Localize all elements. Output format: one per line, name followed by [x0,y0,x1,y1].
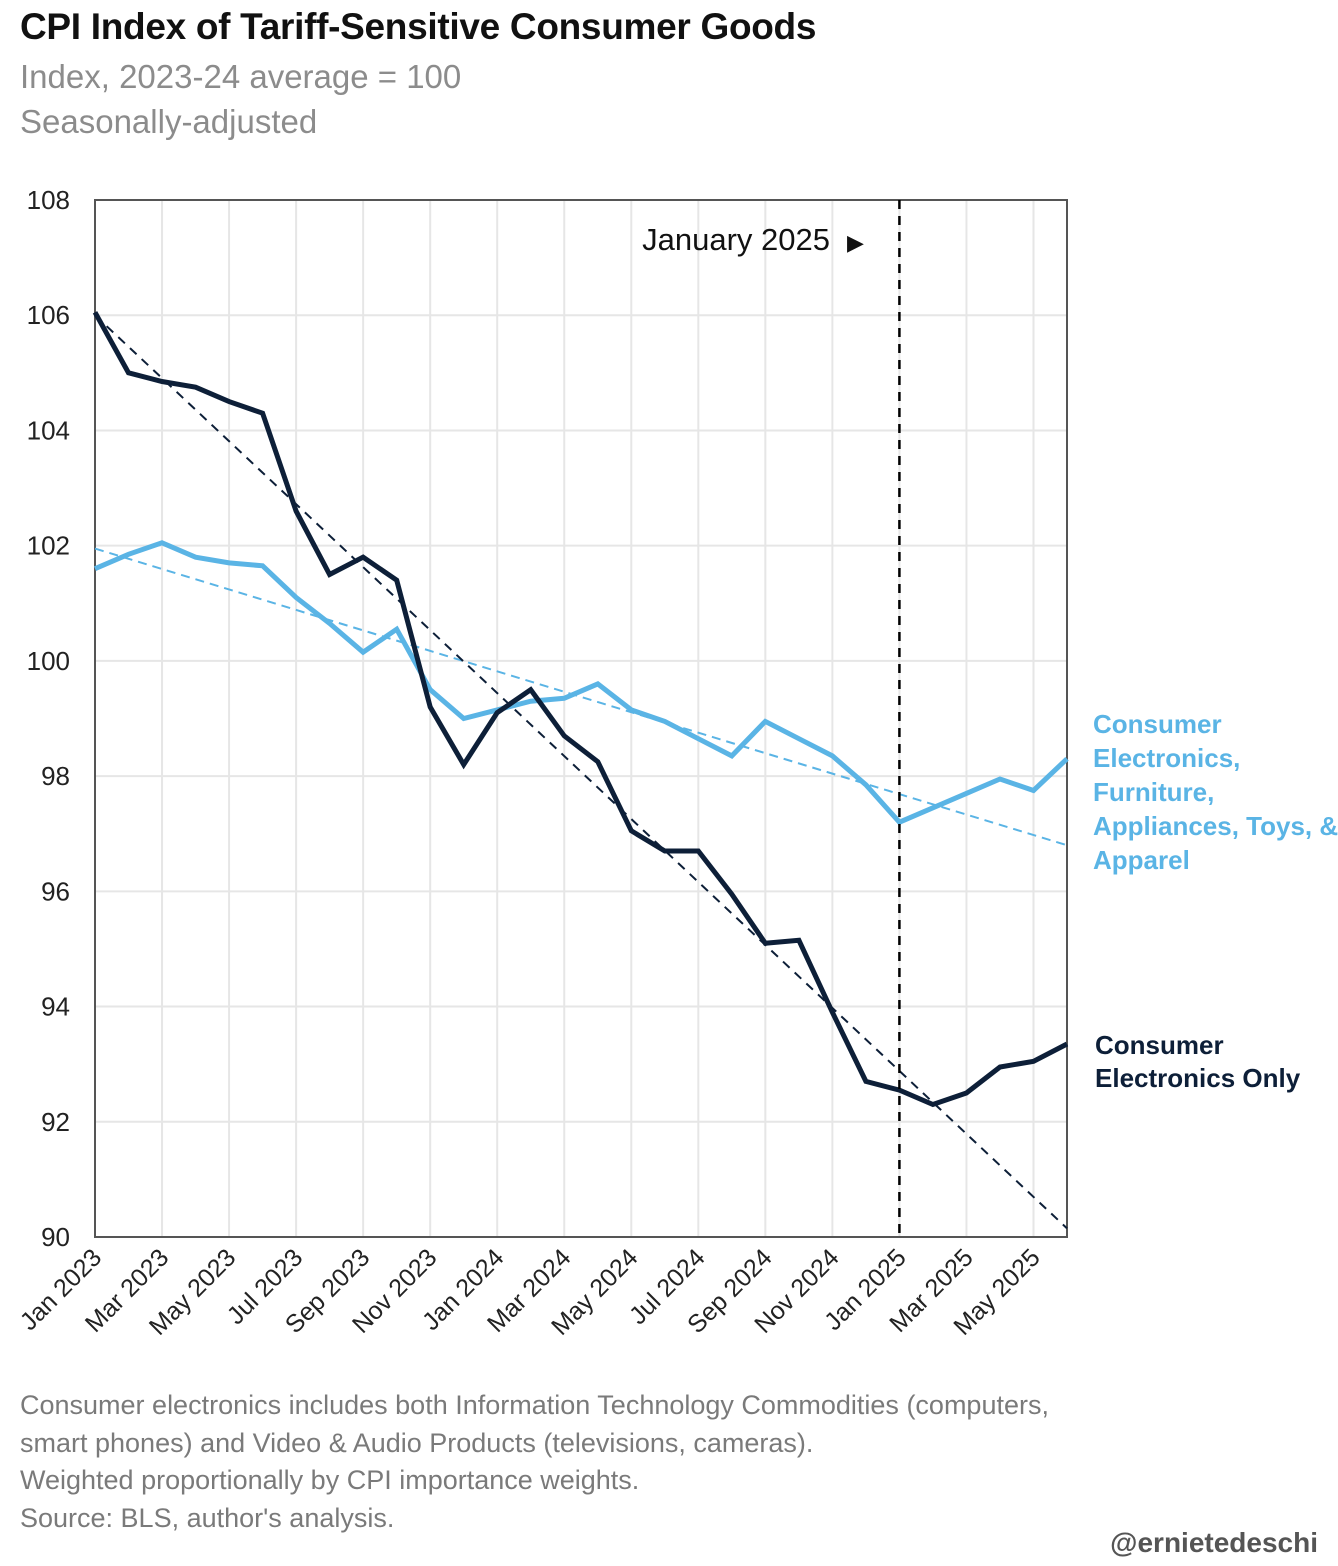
author-credit: @ernietedeschi [1110,1527,1318,1558]
electronics-trend-line [94,314,1068,1230]
annotation-arrow-icon: ▶ [847,231,864,256]
y-tick-label: 104 [27,415,70,445]
y-tick-label: 90 [41,1222,70,1252]
broad-goods-series-line [94,540,1069,826]
series-label-line: Electronics Only [1095,1063,1301,1093]
y-tick-label: 102 [27,531,70,561]
trend-lines [94,314,1068,1230]
footnote-line-2: smart phones) and Video & Audio Products… [20,1428,814,1458]
series-label-line: Furniture, [1093,777,1214,807]
y-tick-label: 100 [27,646,70,676]
y-tick-label: 92 [41,1107,70,1137]
series-label-line: Consumer [1095,1030,1224,1060]
series-label-line: Apparel [1093,845,1190,875]
footnote-line-1: Consumer electronics includes both Infor… [20,1390,1049,1420]
y-tick-label: 96 [41,876,70,906]
series-label-line: Consumer [1093,709,1222,739]
chart-title: CPI Index of Tariff-Sensitive Consumer G… [20,6,817,47]
footnote-line-3: Weighted proportionally by CPI importanc… [20,1465,640,1495]
series-labels: Consumer Electronics, Furniture, Appliances… [1093,709,1338,1093]
electronics-only-series-line [92,311,1069,1108]
y-tick-label: 106 [27,300,70,330]
series-lines [92,311,1069,1108]
jan-2025-annotation-label: January 2025 [642,222,830,257]
source-note: Source: BLS, author's analysis. [20,1503,395,1533]
chart-subtitle-index: Index, 2023-24 average = 100 [20,58,462,95]
y-tick-label: 108 [27,185,70,215]
series-label-line: Electronics, [1093,743,1240,773]
gridlines [94,199,1067,1238]
y-tick-label: 98 [41,761,70,791]
broad-goods-trend-line [94,547,1068,847]
annotation: January 2025 ▶ [642,200,901,1237]
plot-frame [94,199,1068,1238]
chart-subtitle-adjustment: Seasonally-adjusted [20,103,318,140]
y-tick-label: 94 [41,992,70,1022]
series-label-line: Appliances, Toys, & [1093,811,1338,841]
